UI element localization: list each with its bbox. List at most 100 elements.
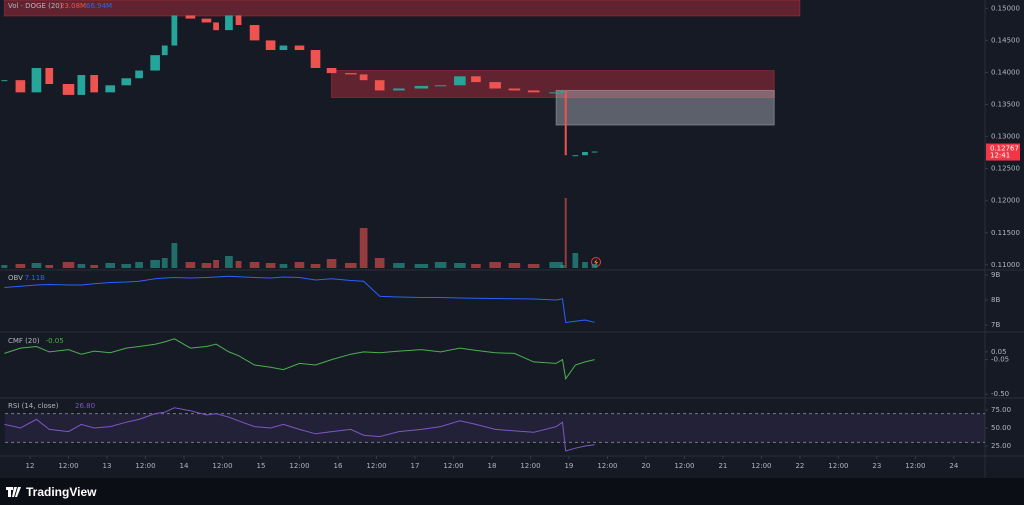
candle-body	[310, 50, 321, 68]
volume-bar	[572, 253, 579, 268]
x-tick-label: 12:00	[58, 462, 78, 470]
legend-name: Vol · DOGE (20)	[8, 2, 63, 10]
y-tick-label: 8B	[991, 296, 1000, 304]
x-tick-label: 17	[411, 462, 420, 470]
x-tick-label: 12:00	[597, 462, 617, 470]
volume-bar	[265, 263, 276, 268]
volume-bar	[213, 260, 219, 268]
candle-body	[582, 151, 588, 156]
zone	[555, 89, 775, 126]
x-tick-label: 12:00	[135, 462, 155, 470]
volume-bar	[489, 262, 501, 268]
volume-bar	[564, 198, 567, 268]
y-tick-label: 0.13500	[991, 101, 1020, 109]
candle-body	[121, 78, 132, 86]
volume-bar	[434, 262, 447, 268]
indicator-line	[4, 338, 595, 381]
y-tick-label: -0.05	[991, 356, 1009, 364]
volume-bar	[135, 262, 143, 268]
y-tick-label: 0.11500	[991, 229, 1020, 237]
y-tick-label: 0.14000	[991, 68, 1020, 76]
candle-body	[171, 15, 178, 46]
candle-body	[249, 25, 260, 41]
y-tick-label: 25.00	[991, 442, 1011, 450]
candle-body	[393, 88, 405, 91]
x-tick-label: 12:00	[443, 462, 463, 470]
x-tick-label: 15	[257, 462, 266, 470]
x-tick-label: 23	[872, 462, 881, 470]
x-tick-label: 19	[564, 462, 573, 470]
y-tick-label: 75.00	[991, 406, 1011, 414]
volume-bar	[326, 259, 337, 268]
candle-body	[135, 70, 143, 79]
candle-body	[45, 67, 54, 85]
volume-bar	[90, 265, 99, 268]
last-price-box	[986, 143, 1020, 161]
candle-body	[414, 85, 429, 89]
x-tick-label: 13	[103, 462, 112, 470]
indicator-name: OBV	[8, 274, 23, 282]
y-tick-label: 0.12500	[991, 165, 1020, 173]
candle-body	[213, 22, 219, 31]
volume-bar	[414, 264, 429, 268]
x-tick-label: 12:00	[520, 462, 540, 470]
y-tick-label: 0.05	[991, 348, 1007, 356]
volume-bar	[62, 262, 75, 268]
y-tick-label: 9B	[991, 271, 1000, 279]
volume-bar	[471, 264, 481, 268]
volume-bar	[105, 263, 116, 268]
x-tick-label: 21	[718, 462, 727, 470]
candle-body	[326, 67, 337, 74]
last-price: 0.12767	[990, 145, 1019, 153]
volume-bar	[374, 258, 385, 268]
x-tick-label: 18	[487, 462, 496, 470]
volume-bar	[77, 264, 86, 268]
volume-bar	[185, 262, 196, 268]
candle-body	[345, 73, 357, 75]
x-tick-label: 12:00	[751, 462, 771, 470]
x-tick-label: 12:00	[289, 462, 309, 470]
volume-bar	[310, 264, 321, 268]
candle-body	[294, 45, 305, 51]
x-tick-label: 14	[180, 462, 189, 470]
candle-body	[572, 155, 579, 157]
volume-bar	[249, 262, 260, 268]
band	[5, 413, 985, 443]
zone	[3, 0, 801, 17]
candle-body	[185, 15, 196, 19]
footer	[0, 478, 1024, 505]
volume-bar	[279, 264, 288, 268]
indicator-value: 26.80	[75, 402, 95, 410]
x-tick-label: 22	[795, 462, 804, 470]
candle-body	[77, 75, 86, 95]
x-tick-label: 12:00	[366, 462, 386, 470]
pane-dividers	[0, 269, 1024, 457]
volume-bar	[560, 265, 565, 268]
indicator-line	[4, 275, 595, 324]
candle-body	[62, 84, 75, 95]
x-tick-label: 12:00	[674, 462, 694, 470]
x-tick-label: 16	[334, 462, 343, 470]
candle-body	[265, 40, 276, 51]
indicator-name: RSI (14, close)	[8, 402, 59, 410]
volume-bar	[549, 262, 563, 268]
indicator-value: -0.05	[46, 337, 64, 345]
candle-body	[434, 85, 447, 87]
volume-bar	[45, 265, 54, 268]
volume-bar	[294, 262, 305, 268]
candle-body	[560, 90, 565, 93]
x-tick-label: 12:00	[212, 462, 232, 470]
volume-bar	[150, 260, 160, 268]
candle-body	[225, 15, 233, 31]
y-tick-label: 7B	[991, 321, 1000, 329]
indicator-name: CMF (20)	[8, 337, 40, 345]
indicator-line	[4, 407, 595, 452]
logo	[6, 487, 21, 497]
legend-value: 23.08M	[60, 2, 86, 10]
candle-body	[105, 85, 116, 93]
brand: TradingView	[26, 485, 97, 499]
x-tick-label: 24	[949, 462, 958, 470]
candle-body	[359, 74, 368, 81]
candle-body	[1, 80, 8, 82]
